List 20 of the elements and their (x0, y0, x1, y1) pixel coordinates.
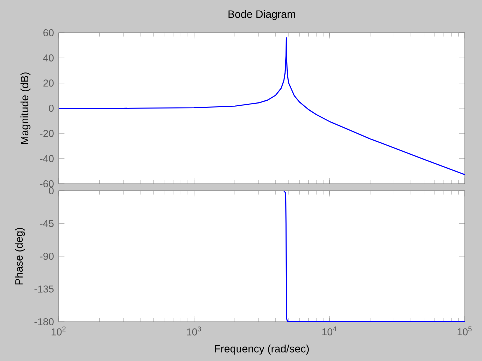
x-tick-label: 10$^{5}$ (458, 326, 472, 336)
y-axis-title: Magnitude (dB) (20, 72, 31, 144)
y-tick-label: -135 (34, 286, 54, 293)
y-tick-label: 0 (49, 187, 54, 195)
y-tick-label: -20 (40, 130, 54, 138)
x-tick-label: 10$^{2}$ (52, 326, 66, 336)
y-tick-label: 60 (44, 29, 54, 37)
y-tick-label: -180 (34, 318, 54, 326)
y-tick-label: -90 (40, 252, 54, 260)
chart-title: Bode Diagram (228, 10, 296, 20)
y-tick-label: -40 (40, 155, 54, 162)
y-tick-label: -45 (40, 220, 54, 228)
y-tick-label: -60 (40, 180, 54, 188)
x-tick-label: 10$^{3}$ (187, 326, 202, 336)
x-tick-label: 10$^{4}$ (322, 326, 337, 336)
y-tick-label: 20 (44, 80, 54, 87)
x-axis-title: Frequency (rad/sec) (215, 344, 310, 355)
y-tick-label: 0 (49, 104, 54, 112)
y-tick-label: 40 (43, 54, 54, 62)
y-axis-title: Phase (deg) (15, 228, 26, 285)
